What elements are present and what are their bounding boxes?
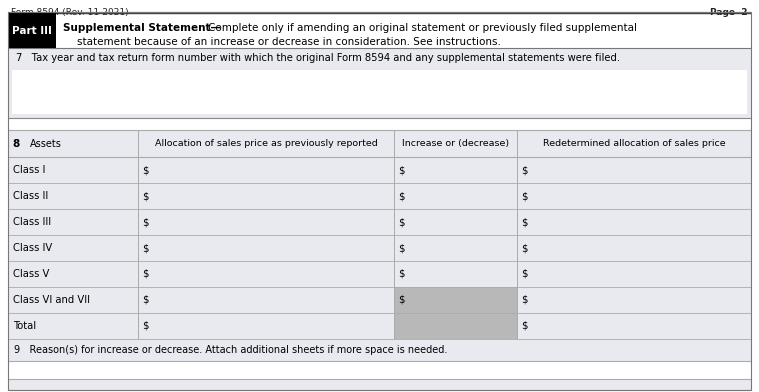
Text: statement because of an increase or decrease in consideration. See instructions.: statement because of an increase or decr… [77,37,501,47]
Text: Class VI and VII: Class VI and VII [13,295,90,305]
Text: Supplemental Statement—: Supplemental Statement— [63,23,221,33]
Bar [8,130,751,157]
Text: $: $ [142,243,149,253]
Text: 8: 8 [12,138,19,149]
Text: 9   Reason(s) for increase or decrease. Attach additional sheets if more space i: 9 Reason(s) for increase or decrease. At… [14,345,447,355]
Bar [8,287,751,313]
Text: $: $ [521,321,528,331]
Text: $: $ [398,217,405,227]
Text: $: $ [142,269,149,279]
Text: Page  2: Page 2 [710,8,748,17]
Text: $: $ [521,295,528,305]
Text: $: $ [521,243,528,253]
Text: Class I: Class I [13,165,46,175]
Text: Allocation of sales price as previously reported: Allocation of sales price as previously … [155,139,377,148]
Bar [8,313,751,339]
Bar [8,13,56,48]
Text: $: $ [398,191,405,201]
Text: $: $ [398,295,405,305]
Text: $: $ [398,243,405,253]
Bar [8,235,751,261]
Text: Total: Total [13,321,36,331]
Text: 7   Tax year and tax return form number with which the original Form 8594 and an: 7 Tax year and tax return form number wi… [16,53,620,63]
Bar [8,157,751,183]
Text: Redetermined allocation of sales price: Redetermined allocation of sales price [543,139,726,148]
Text: $: $ [398,269,405,279]
Text: Part III: Part III [12,25,52,36]
Text: Increase or (decrease): Increase or (decrease) [402,139,509,148]
Text: Class V: Class V [13,269,49,279]
Text: $: $ [142,295,149,305]
Text: $: $ [521,217,528,227]
Bar [8,209,751,235]
Text: $: $ [521,165,528,175]
Bar [8,118,751,130]
Text: Assets: Assets [30,138,62,149]
Text: $: $ [142,217,149,227]
Bar [8,261,751,287]
Text: Class IV: Class IV [13,243,52,253]
Text: Class II: Class II [13,191,49,201]
Text: $: $ [521,191,528,201]
Text: Class III: Class III [13,217,51,227]
Text: $: $ [142,191,149,201]
Text: Complete only if amending an original statement or previously filed supplemental: Complete only if amending an original st… [208,23,637,33]
Bar [8,183,751,209]
Bar [8,361,751,379]
Bar [8,339,751,361]
Text: $: $ [398,165,405,175]
Bar [8,379,751,390]
Bar [12,70,747,114]
Text: $: $ [142,165,149,175]
Bar [8,48,751,118]
Bar [395,287,517,339]
Text: $: $ [142,321,149,331]
Text: $: $ [521,269,528,279]
Text: Form 8594 (Rev. 11-2021): Form 8594 (Rev. 11-2021) [11,8,128,17]
